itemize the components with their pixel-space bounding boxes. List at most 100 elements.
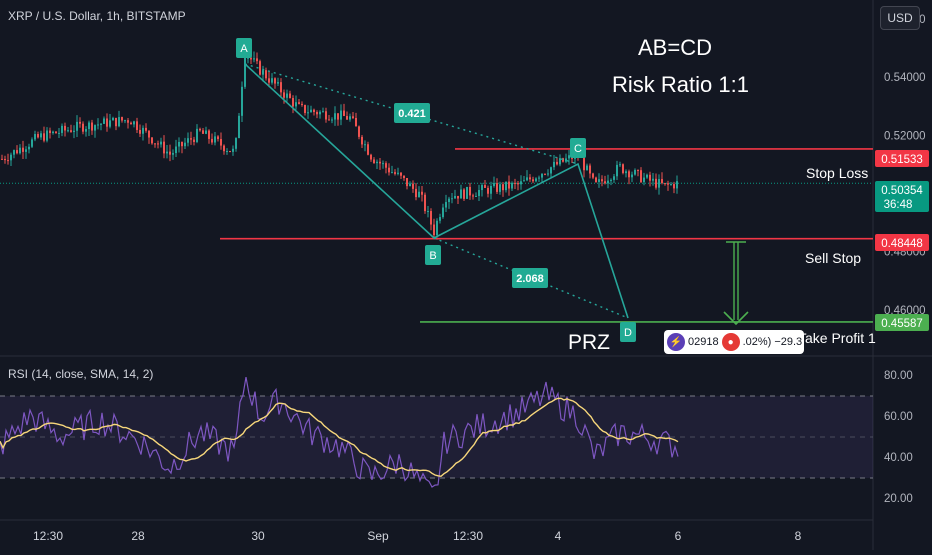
candle-body (319, 111, 321, 115)
abcd-title[interactable]: AB=CD (638, 35, 712, 60)
candle-body (457, 195, 459, 199)
svg-text:0.421: 0.421 (398, 108, 426, 120)
rsi-line[interactable] (0, 376, 679, 488)
candle-body (655, 178, 657, 188)
candle-body (118, 117, 120, 127)
candle-body (304, 104, 306, 113)
candle-body (496, 183, 498, 192)
candle-body (520, 181, 522, 185)
candle-body (343, 110, 345, 116)
candle-body (19, 147, 21, 154)
point-b-label[interactable]: B (425, 245, 441, 265)
svg-text:D: D (624, 327, 632, 339)
candle-body (562, 158, 564, 162)
candle-body (232, 148, 234, 152)
svg-text:C: C (574, 143, 582, 155)
take-profit-text[interactable]: Take Profit 1 (798, 330, 876, 346)
candle-body (433, 224, 435, 236)
candle-body (85, 129, 87, 132)
stop-loss-text[interactable]: Stop Loss (806, 165, 868, 181)
candle-body (553, 161, 555, 168)
candle-body (16, 150, 18, 154)
candle-body (490, 185, 492, 194)
info-chip[interactable]: ⚡ 02918 ● .02%) −29.3 (664, 330, 804, 354)
currency-button[interactable]: USD (880, 6, 920, 30)
rsi-title[interactable]: RSI (14, close, SMA, 14, 2) (8, 367, 153, 381)
sell-stop-text[interactable]: Sell Stop (805, 250, 861, 266)
candle-body (169, 151, 171, 155)
rsi-sma-line[interactable] (0, 397, 679, 478)
time-label: 4 (555, 529, 562, 543)
candle-body (673, 184, 675, 189)
candle-body (25, 149, 27, 152)
candle-body (337, 113, 339, 120)
price-tick: 0.48000 (884, 247, 926, 259)
candle-body (76, 121, 78, 131)
rsi-tick: 20.00 (884, 493, 913, 505)
candle-body (148, 130, 150, 138)
candle-body (403, 175, 405, 178)
candle-body (4, 158, 6, 161)
candle-body (667, 183, 669, 185)
candle-body (1, 158, 3, 160)
candle-body (484, 185, 486, 188)
rsi-axis-ticks[interactable]: 80.00 60.00 40.00 20.00 (884, 370, 913, 505)
candle-body (205, 130, 207, 134)
candle-body (424, 194, 426, 212)
candle-body (316, 111, 318, 115)
candle-body (334, 113, 336, 120)
candle-body (622, 164, 624, 174)
lightning-icon: ⚡ (667, 333, 685, 351)
candlesticks[interactable] (1, 51, 678, 240)
candle-body (181, 141, 183, 147)
candle-body (436, 220, 438, 236)
candle-body (388, 167, 390, 173)
candle-body (157, 143, 159, 145)
candle-body (7, 160, 9, 162)
candle-body (94, 125, 96, 131)
candle-body (268, 78, 270, 83)
point-d-label[interactable]: D (620, 322, 636, 342)
take-profit-price-label: 0.45587 (875, 314, 929, 331)
target-arrow-head (723, 311, 749, 326)
candle-body (145, 127, 147, 131)
candle-body (88, 122, 90, 130)
rsi-tick: 80.00 (884, 370, 913, 382)
bd-ratio-line[interactable] (433, 237, 629, 319)
candle-body (535, 178, 537, 182)
candle-body (163, 141, 165, 154)
point-c-label[interactable]: C (570, 138, 586, 158)
candle-body (412, 183, 414, 189)
candle-body (493, 183, 495, 186)
time-label: 30 (251, 529, 265, 543)
prz-text[interactable]: PRZ (568, 331, 610, 354)
candle-body (373, 159, 375, 164)
candle-body (151, 137, 153, 144)
price-pane[interactable] (0, 0, 873, 355)
ac-ratio-line[interactable] (244, 63, 579, 165)
candle-body (502, 184, 504, 191)
candle-body (226, 151, 228, 153)
candle-body (481, 185, 483, 191)
point-a-label[interactable]: A (236, 38, 252, 58)
candle-body (418, 191, 420, 198)
candle-body (31, 139, 33, 147)
risk-ratio-text[interactable]: Risk Ratio 1:1 (612, 72, 749, 97)
ratio-bd-label[interactable]: 2.068 (512, 268, 548, 288)
ratio-ac-label[interactable]: 0.421 (394, 103, 430, 123)
abcd-pattern-line[interactable] (244, 63, 629, 319)
candle-body (661, 179, 663, 184)
symbol-title[interactable]: XRP / U.S. Dollar, 1h, BITSTAMP (8, 9, 186, 23)
rsi-tick: 40.00 (884, 452, 913, 464)
time-axis[interactable]: 12:30 28 30 Sep 12:30 4 6 8 (33, 529, 802, 543)
candle-body (511, 182, 513, 189)
candle-body (52, 131, 54, 134)
svg-text:A: A (240, 43, 248, 55)
chip-text-left: 02918 (688, 336, 719, 348)
candle-body (529, 177, 531, 180)
candle-body (187, 138, 189, 143)
time-label: Sep (367, 529, 389, 543)
candle-body (265, 70, 267, 79)
